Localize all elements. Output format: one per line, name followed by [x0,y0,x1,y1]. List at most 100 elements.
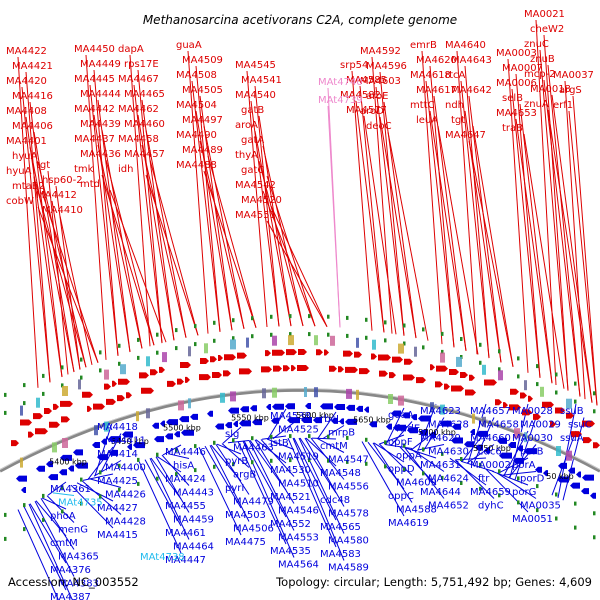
label-connector [515,118,553,384]
forward-label-lines [17,19,598,406]
gene-label-ma4541: MA4541 [241,75,282,86]
gene-label-ma0030: MA0030 [512,433,553,444]
gene-label-ma4525: MA4525 [278,425,319,436]
tick-mark [327,332,330,337]
gene-label-ma4445: MA4445 [74,74,115,85]
gene-label-thya: thyA [235,150,258,161]
reverse-strand-feature [369,421,377,428]
label-connector [261,435,287,440]
label-connector [496,472,537,499]
label-connector [460,460,495,472]
reverse-strand-feature [484,447,490,454]
label-connector [572,95,598,406]
forward-strand-feature [522,409,532,416]
gene-label-ma4629: MA4629 [420,433,461,444]
label-connector [363,115,397,335]
gene-label-idh: idh [118,164,133,175]
annotation-block [440,404,445,415]
gene-label-ma0051: MA0051 [512,514,553,525]
label-connector [378,443,413,476]
label-connector [221,443,250,468]
label-connector [266,438,295,450]
label-connector [246,70,268,328]
reverse-strand-feature [250,405,257,412]
gene-label-selb: selB [502,93,523,104]
gene-label-ma4414: MA4414 [97,449,138,460]
tick-mark [422,447,425,452]
gene-label-ma4447: MA4447 [165,555,206,566]
label-connector [416,444,445,451]
tick-mark [118,343,121,348]
gene-label-ma4406: MA4406 [12,121,53,132]
reverse-strand-feature [215,423,224,430]
gene-label-znua: znuA [524,99,549,110]
tick-mark [346,435,349,440]
gene-label-ma4425: MA4425 [97,476,138,487]
label-connector [543,34,569,391]
gene-label-oppf: oppF [388,437,413,448]
label-connector [262,190,316,327]
feature-tracks [0,314,600,541]
tick-mark [479,360,482,365]
annotation-block-track [20,335,572,416]
forward-strand-feature [117,395,125,402]
tick-mark [194,342,197,347]
reverse-strand-feature [59,469,67,476]
tick-mark [118,463,121,468]
reverse-strand-feature [313,417,322,424]
label-connector [379,71,405,336]
forward-strand-feature [286,349,297,356]
gene-label-ma4420: MA4420 [6,76,47,87]
tick-mark [289,332,292,337]
gene-label-ma4479: MA4479 [233,497,274,508]
reverse-strand-feature [334,404,345,411]
tick-mark [175,346,178,351]
label-connector [137,69,163,344]
gene-label-aroa: aroA [235,120,258,131]
reverse-strand-feature [508,441,516,448]
label-connector [97,144,143,349]
annotation-block [346,388,352,399]
annotation-block-track [20,387,572,468]
reverse-strand-feature [356,405,363,412]
tick-ring [4,458,596,541]
reverse-strand-feature [451,437,463,444]
tick-mark [137,355,140,360]
annotation-block [94,425,98,436]
forward-strand-feature [460,372,468,379]
forward-strand-feature [444,383,450,390]
gene-label-ma4596: MA4596 [366,61,407,72]
tick-mark [593,409,596,414]
reverse-strand-feature [271,417,279,424]
tick-mark [365,317,368,322]
gene-label-pyri: pyrI [225,483,244,494]
forward-strand-feature [150,369,158,376]
forward-strand-feature [345,366,358,373]
label-connector [359,85,385,333]
label-connector [523,133,565,389]
gene-label-ma4540: MA4540 [235,90,276,101]
gene-label-ma4640: MA4640 [445,40,486,51]
label-connector [316,437,345,453]
gene-label-ma4652: MA4652 [428,501,469,512]
gene-label-guaa: guaA [388,410,414,421]
tick-mark [80,357,83,362]
tick-mark [80,477,83,482]
label-connector [41,191,99,363]
gene-label-znub: znuB [530,54,555,65]
label-connector [373,442,405,463]
gene-label-ma4506: MA4506 [233,524,274,535]
forward-strand-feature [60,400,73,407]
label-connector [204,445,242,509]
gene-label-ma4547: MA4547 [328,455,369,466]
gene-label-ma4548: MA4548 [320,468,361,479]
gene-label-ma4422: MA4422 [6,46,47,57]
forward-strand-feature [510,388,519,395]
scale-label: 5750 kbp [473,444,511,453]
forward-strand-feature [404,358,413,365]
scale-label: 50 kbp [546,472,574,481]
reverse-strand-feature [160,420,165,427]
tick-mark [346,333,349,338]
gene-label-ma0006: MA0006 [496,78,537,89]
reverse-strand-feature [46,461,53,468]
